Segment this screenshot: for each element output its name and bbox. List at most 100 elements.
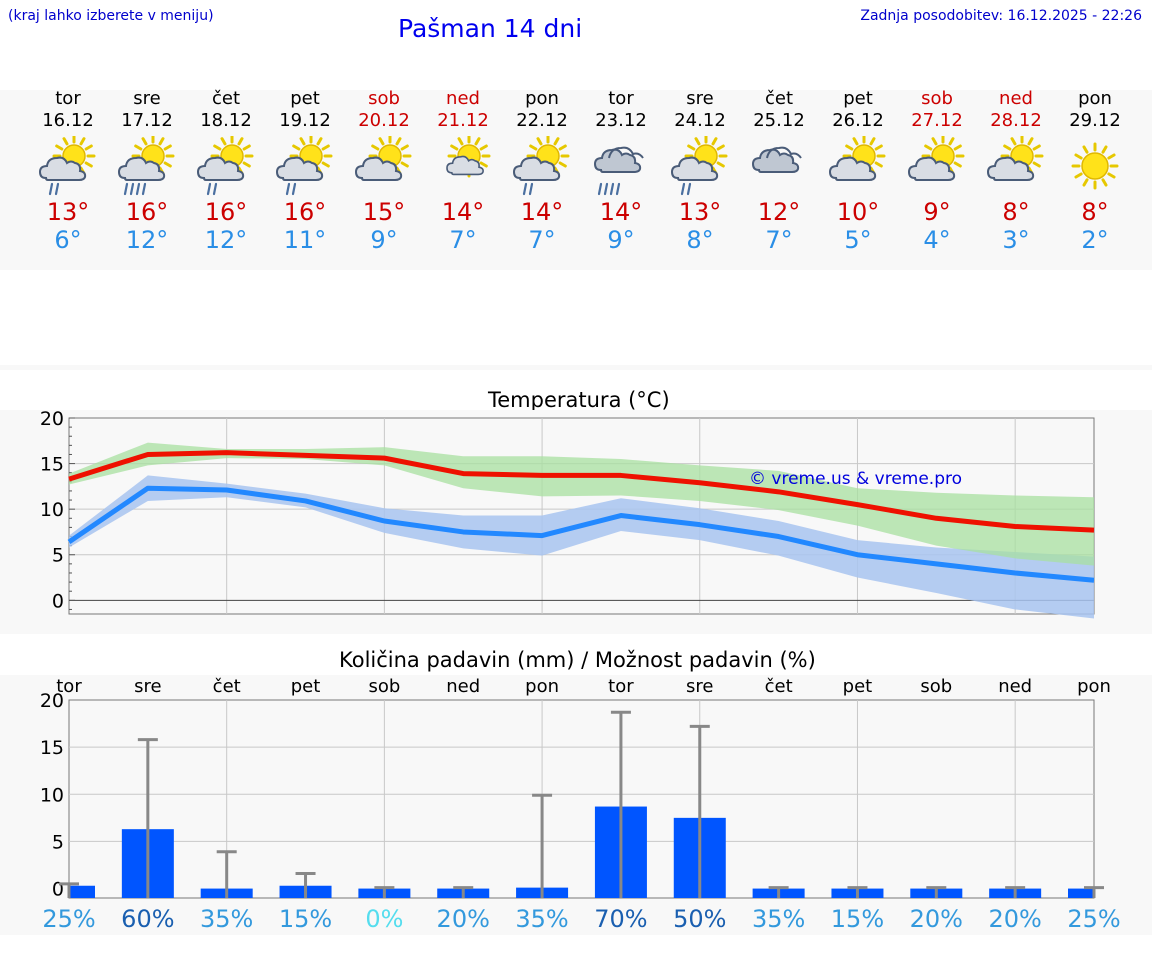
sun-cloud-rain-icon <box>196 136 254 196</box>
temp-min: 12° <box>204 226 248 254</box>
day-name: čet <box>211 88 241 109</box>
day-name: pon <box>525 88 559 109</box>
day-date: 21.12 <box>437 110 489 131</box>
precip-probability: 0% <box>365 905 403 933</box>
temp-min: 2° <box>1081 226 1109 254</box>
cloud-shape <box>828 156 877 181</box>
forecast-day: sre 17.12 16° 12° <box>108 88 187 254</box>
temp-max: 14° <box>441 198 485 226</box>
day-name: pet <box>290 88 320 109</box>
cloud-shape <box>196 156 245 181</box>
series-max-line <box>68 450 1095 533</box>
temp-min: 12° <box>125 226 169 254</box>
cloud-shape <box>670 156 719 181</box>
rain-drops <box>48 182 60 196</box>
watermark: © vreme.us & vreme.pro <box>749 469 962 489</box>
day-date: 29.12 <box>1069 110 1121 131</box>
sun-cloud-rain-icon <box>670 136 728 196</box>
day-name: sre <box>686 88 714 109</box>
location-hint: (kraj lahko izberete v meniju) <box>8 8 214 24</box>
temp-max: 12° <box>757 198 801 226</box>
precip-bar <box>69 885 95 898</box>
temp-max: 15° <box>362 198 406 226</box>
rain-drops <box>522 182 534 196</box>
y-tick-label: 0 <box>52 590 64 612</box>
temp-max: 10° <box>836 198 880 226</box>
sun-cloud-icon <box>828 136 886 181</box>
divider-band <box>0 365 1152 370</box>
category-label: tor <box>56 676 82 697</box>
day-name: sob <box>921 88 953 109</box>
temp-max: 13° <box>678 198 722 226</box>
forecast-day: tor 16.12 13° 6° <box>29 88 108 254</box>
cloud-shape <box>446 155 484 176</box>
day-date: 22.12 <box>516 110 568 131</box>
category-label: sre <box>686 676 713 697</box>
temp-max: 14° <box>520 198 564 226</box>
category-label: tor <box>608 676 634 697</box>
precip-probability: 20% <box>988 905 1041 933</box>
temp-min: 4° <box>923 226 951 254</box>
day-name: pon <box>1078 88 1112 109</box>
category-label: pet <box>291 676 321 697</box>
page-title: Pašman 14 dni <box>398 14 583 43</box>
forecast-day: tor 23.12 14° 9° <box>582 88 661 254</box>
cloud-shape <box>275 156 324 181</box>
forecast-day: čet 25.12 12° 7° <box>740 88 819 254</box>
y-tick-label: 15 <box>40 454 64 476</box>
sun-cloud-icon <box>986 136 1044 181</box>
temp-max: 8° <box>1002 198 1030 226</box>
y-tick-label: 10 <box>40 784 64 806</box>
cloud-shape <box>751 146 802 173</box>
precip-probability: 15% <box>831 905 884 933</box>
category-label: čet <box>213 676 241 697</box>
precip-probability: 60% <box>121 905 174 933</box>
plot-area <box>68 699 1095 899</box>
temp-min: 6° <box>54 226 82 254</box>
sun-cloud-heavy-rain-icon <box>117 136 175 196</box>
sun-cloud-icon <box>907 136 965 181</box>
temp-max: 8° <box>1081 198 1109 226</box>
precip-probability: 35% <box>515 905 568 933</box>
temp-min: 7° <box>449 226 477 254</box>
forecast-day: ned 28.12 8° 3° <box>977 88 1056 254</box>
precipitation-chart: tor sre čet pet sob ned pon tor sre čet pet sob ned p… <box>40 676 1121 933</box>
day-name: sre <box>133 88 161 109</box>
category-label: pon <box>525 676 559 697</box>
precip-probability: 35% <box>200 905 253 933</box>
rain-drops <box>680 182 692 196</box>
precip-bar <box>1068 888 1094 898</box>
rain-drops <box>206 182 218 196</box>
day-name: tor <box>55 88 81 109</box>
cloudy-icon <box>751 146 802 173</box>
last-updated: Zadnja posodobitev: 16.12.2025 - 22:26 <box>860 8 1142 24</box>
temp-min: 8° <box>686 226 714 254</box>
temp-max: 16° <box>204 198 248 226</box>
temp-max: 9° <box>923 198 951 226</box>
day-name: ned <box>446 88 480 109</box>
cloud-shape <box>354 156 403 181</box>
category-label: ned <box>998 676 1032 697</box>
cloud-heavy-rain-icon <box>593 146 644 196</box>
precip-probability: 35% <box>752 905 805 933</box>
cloud-shape <box>593 146 644 173</box>
day-date: 18.12 <box>200 110 252 131</box>
category-label: ned <box>446 676 480 697</box>
temp-min: 9° <box>370 226 398 254</box>
day-date: 16.12 <box>42 110 94 131</box>
day-name: pet <box>843 88 873 109</box>
category-label: čet <box>765 676 793 697</box>
cloud-shape <box>907 156 956 181</box>
rain-drops <box>597 182 621 196</box>
cloud-shape <box>986 156 1035 181</box>
sun-cloud-rain-icon <box>38 136 96 196</box>
day-date: 24.12 <box>674 110 726 131</box>
sun-icon <box>1071 142 1119 190</box>
precip-probability: 15% <box>279 905 332 933</box>
rain-drops <box>123 182 147 196</box>
forecast-day: pet 19.12 16° 11° <box>266 88 345 254</box>
category-label: sob <box>368 676 400 697</box>
day-date: 23.12 <box>595 110 647 131</box>
precip-probability: 20% <box>910 905 963 933</box>
temp-min: 11° <box>283 226 327 254</box>
